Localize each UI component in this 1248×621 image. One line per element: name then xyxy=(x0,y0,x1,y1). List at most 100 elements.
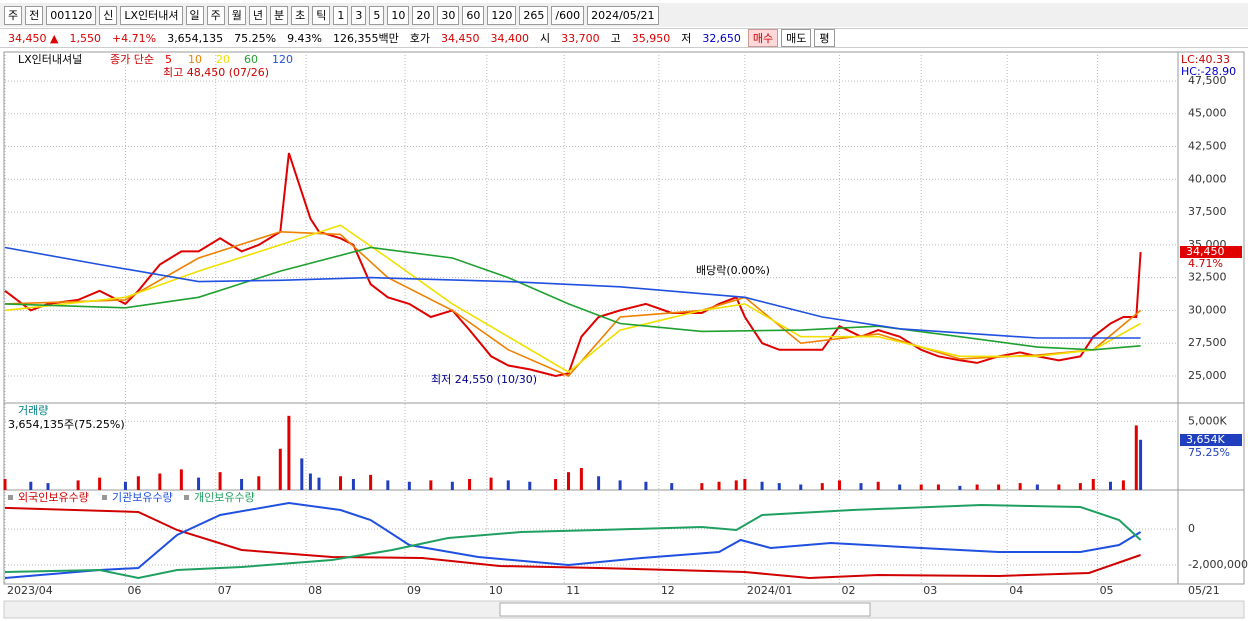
toolbar-item[interactable]: 1 xyxy=(333,5,349,25)
toolbar-item[interactable]: 주 xyxy=(4,5,23,25)
toolbar-item[interactable]: 126,355백만 xyxy=(333,32,399,45)
volume-bar xyxy=(760,481,764,490)
volume-bar xyxy=(1139,439,1143,490)
toolbar-item[interactable]: 30 xyxy=(437,5,460,25)
volume-bar xyxy=(257,476,261,490)
toolbar-item[interactable]: 년 xyxy=(248,5,268,25)
price-tag xyxy=(1180,246,1242,258)
legend-swatch xyxy=(102,495,107,500)
y-tick-label: 5,000K xyxy=(1188,414,1227,427)
toolbar-item[interactable]: /600 xyxy=(551,5,585,25)
x-tick-label: 04 xyxy=(1009,584,1023,597)
toolbar-item[interactable]: 2024/05/21 xyxy=(587,5,659,25)
toolbar-item[interactable]: 10 xyxy=(387,5,410,25)
annotation: 배당락(0.00%) xyxy=(696,264,770,277)
toolbar-item[interactable]: 265 xyxy=(519,5,549,25)
toolbar-item[interactable]: 1,550 xyxy=(69,31,101,45)
toolbar-item[interactable]: 60 xyxy=(462,5,485,25)
toolbar-item[interactable]: 3 xyxy=(351,5,367,25)
y-tick-label: 42,500 xyxy=(1188,140,1227,153)
volume-bar xyxy=(218,472,222,490)
volume-bar xyxy=(734,480,738,490)
toolbar-item[interactable]: 고 xyxy=(610,32,621,45)
toolbar-item[interactable]: 전 xyxy=(25,5,44,25)
toolbar-item[interactable]: 3,654,135 xyxy=(167,31,224,45)
volume-bar xyxy=(876,481,880,490)
y-tick-label: 32,500 xyxy=(1188,271,1227,284)
toolbar-item[interactable]: 신 xyxy=(99,5,118,25)
volume-bar xyxy=(369,474,373,490)
toolbar-item[interactable]: 초 xyxy=(291,5,310,25)
y-tick-label: 30,000 xyxy=(1188,303,1227,316)
series-line xyxy=(4,230,1142,377)
legend-swatch xyxy=(8,495,13,500)
volume-bar xyxy=(240,479,244,490)
volume-bar xyxy=(407,481,411,490)
volume-bar xyxy=(579,468,583,490)
y-tick-label: 25,000 xyxy=(1188,369,1227,382)
volume-bar xyxy=(123,481,127,490)
toolbar-item[interactable]: 시 xyxy=(540,32,551,45)
volume-bar xyxy=(278,448,282,490)
volume-bar xyxy=(700,483,704,490)
toolbar-item[interactable]: 분 xyxy=(270,5,289,25)
toolbar-item[interactable]: 20 xyxy=(412,5,435,25)
y-tick-label: -2,000,000 xyxy=(1188,558,1248,571)
toolbar-item[interactable]: 호가 xyxy=(409,32,430,45)
toolbar-item[interactable]: 34,400 xyxy=(490,31,530,45)
volume-bar xyxy=(1078,483,1082,490)
toolbar-item[interactable]: 주 xyxy=(206,5,225,25)
toolbar-item[interactable]: 35,950 xyxy=(631,31,671,45)
x-tick-label: 09 xyxy=(407,584,421,597)
volume-bar xyxy=(136,476,140,490)
volume-bar xyxy=(1018,483,1022,490)
series-line xyxy=(4,501,1142,579)
volume-bar xyxy=(76,480,80,490)
legend-entry: 개인보유수량 xyxy=(194,491,255,504)
toolbar-item[interactable]: 001120 xyxy=(46,5,97,25)
volume-bar xyxy=(197,477,201,490)
toolbar-item[interactable]: 매도 xyxy=(781,29,812,47)
scroll-thumb[interactable] xyxy=(499,602,871,617)
volume-bar xyxy=(717,481,721,490)
toolbar-item[interactable]: LX인터내셔 xyxy=(120,5,183,25)
toolbar-item[interactable]: 저 xyxy=(681,32,692,45)
volume-bar xyxy=(3,479,7,490)
toolbar-item[interactable]: 9.43% xyxy=(287,31,323,45)
toolbar-item[interactable]: 34,450 ▲ xyxy=(8,31,59,45)
toolbar-item[interactable]: 33,700 xyxy=(561,31,600,45)
volume-bar xyxy=(597,476,601,490)
toolbar-item[interactable]: 32,650 xyxy=(702,31,741,45)
series-line xyxy=(4,246,1141,351)
y-tick-label: 45,000 xyxy=(1188,107,1227,120)
toolbar-item[interactable]: 34,450 xyxy=(441,31,480,45)
volume-bar xyxy=(158,473,162,490)
volume-bar xyxy=(997,484,1001,490)
annotation: 최고 48,450 (07/26) xyxy=(163,66,269,79)
x-end-label: 05/21 xyxy=(1188,584,1220,597)
toolbar-item[interactable]: 일 xyxy=(185,5,204,25)
toolbar-item[interactable]: +4.71% xyxy=(111,31,157,45)
toolbar-item[interactable]: 매수 xyxy=(747,29,779,47)
x-tick-label: 08 xyxy=(308,584,322,597)
x-tick-label: 11 xyxy=(566,584,580,597)
toolbar-item[interactable]: 틱 xyxy=(312,5,331,25)
toolbar-item[interactable]: 5 xyxy=(369,5,385,25)
annotation: 75.25% xyxy=(1188,446,1230,459)
volume-bar xyxy=(308,473,312,490)
toolbar-item[interactable]: 120 xyxy=(487,5,517,25)
toolbar: 주 전 001120 신 LX인터내셔 일 주 월 년 분 초 틱 1 3 5 10 20 30 60 120 265/… xyxy=(0,3,1248,27)
toolbar-item[interactable]: 평 xyxy=(814,29,835,47)
toolbar-item[interactable]: 75.25% xyxy=(234,31,277,45)
volume-bar xyxy=(618,480,622,490)
volume-bar xyxy=(898,484,902,490)
legend-entry: 120 xyxy=(272,53,293,66)
annotation: 34,450 xyxy=(1186,245,1225,258)
volume-bar xyxy=(287,415,291,490)
volume-bar xyxy=(506,480,510,490)
quote-bar: 34,450 ▲ 1,550 +4.71% 3,654,135 75.25% 9.43% 1… xyxy=(0,28,1248,48)
toolbar-item[interactable]: 월 xyxy=(227,5,246,25)
volume-bar xyxy=(98,477,102,490)
